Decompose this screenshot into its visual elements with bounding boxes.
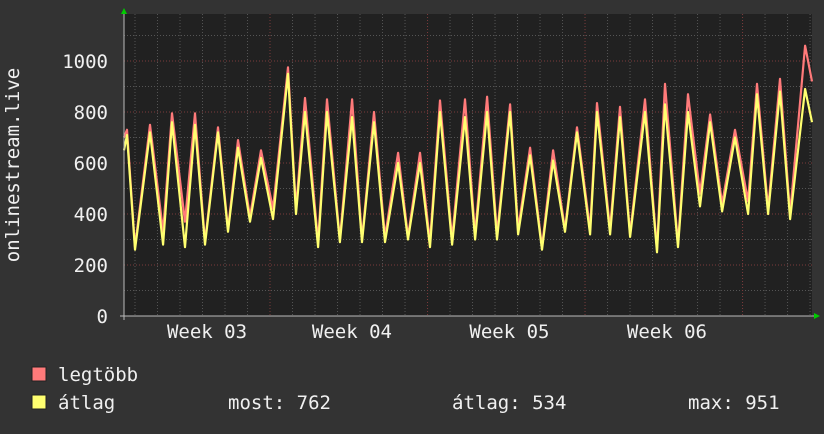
legend-label-avg: átlag — [58, 392, 115, 414]
stat-most: most: 762 — [228, 392, 331, 414]
x-axis-arrow-icon — [814, 313, 820, 319]
y-axis-label: onlinestream.live — [2, 68, 24, 262]
legend-swatch-max — [31, 366, 47, 382]
stat-atlag: átlag: 534 — [452, 392, 566, 414]
series-lines — [122, 44, 814, 254]
legend-label-max: legtöbb — [58, 364, 138, 386]
y-tick-label: 800 — [74, 102, 108, 124]
y-tick-label: 600 — [74, 153, 108, 175]
stat-max: max: 951 — [688, 392, 780, 414]
y-tick-label: 200 — [74, 255, 108, 277]
legend: legtöbb átlag most: 762 átlag: 534 max: … — [31, 364, 780, 414]
y-tick-label: 1000 — [62, 51, 108, 73]
y-axis-arrow-icon — [121, 8, 127, 14]
x-tick-label: Week 03 — [167, 321, 247, 343]
x-tick-label: Week 06 — [627, 321, 707, 343]
series-line-avg — [122, 72, 814, 254]
y-axis-ticks: 0 200 400 600 800 1000 — [62, 51, 108, 328]
y-tick-label: 400 — [74, 204, 108, 226]
x-axis-ticks: Week 03 Week 04 Week 05 Week 06 — [167, 321, 707, 343]
x-tick-label: Week 05 — [469, 321, 549, 343]
y-tick-label: 0 — [97, 306, 108, 328]
legend-swatch-avg — [31, 394, 47, 410]
x-tick-label: Week 04 — [312, 321, 392, 343]
